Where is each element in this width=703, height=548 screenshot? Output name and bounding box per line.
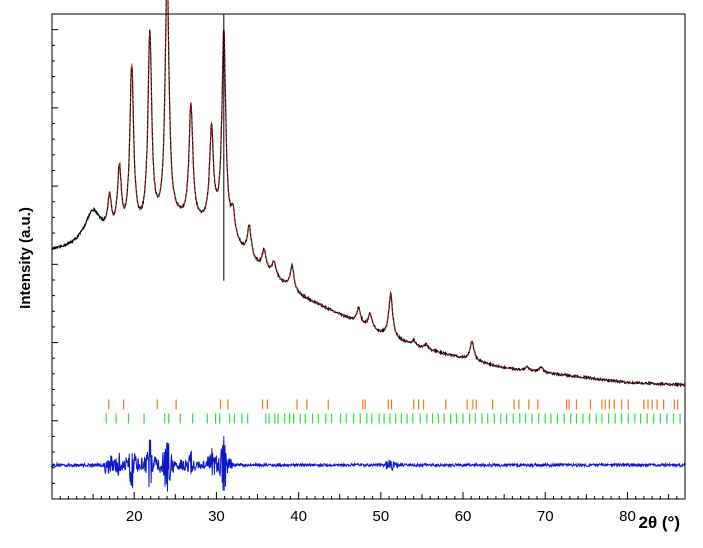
observed-series <box>51 0 686 388</box>
y-minor-ticks <box>52 29 58 484</box>
y-axis-title: Intensity (a.u.) <box>17 207 34 309</box>
x-axis: 20 30 40 50 60 70 80 <box>59 492 678 525</box>
x-tick-label: 40 <box>290 508 307 525</box>
x-tick-label: 20 <box>126 508 143 525</box>
x-tick-label: 70 <box>537 508 554 525</box>
series-layer <box>51 0 686 492</box>
x-tick-label: 80 <box>619 508 636 525</box>
x-axis-title: 2θ (°) <box>639 513 681 532</box>
x-tick-label: 60 <box>455 508 472 525</box>
difference-series <box>51 439 686 492</box>
x-tick-label: 30 <box>208 508 225 525</box>
plot-frame <box>51 13 686 500</box>
reflection-layer <box>105 399 681 424</box>
x-tick-label: 50 <box>372 508 389 525</box>
